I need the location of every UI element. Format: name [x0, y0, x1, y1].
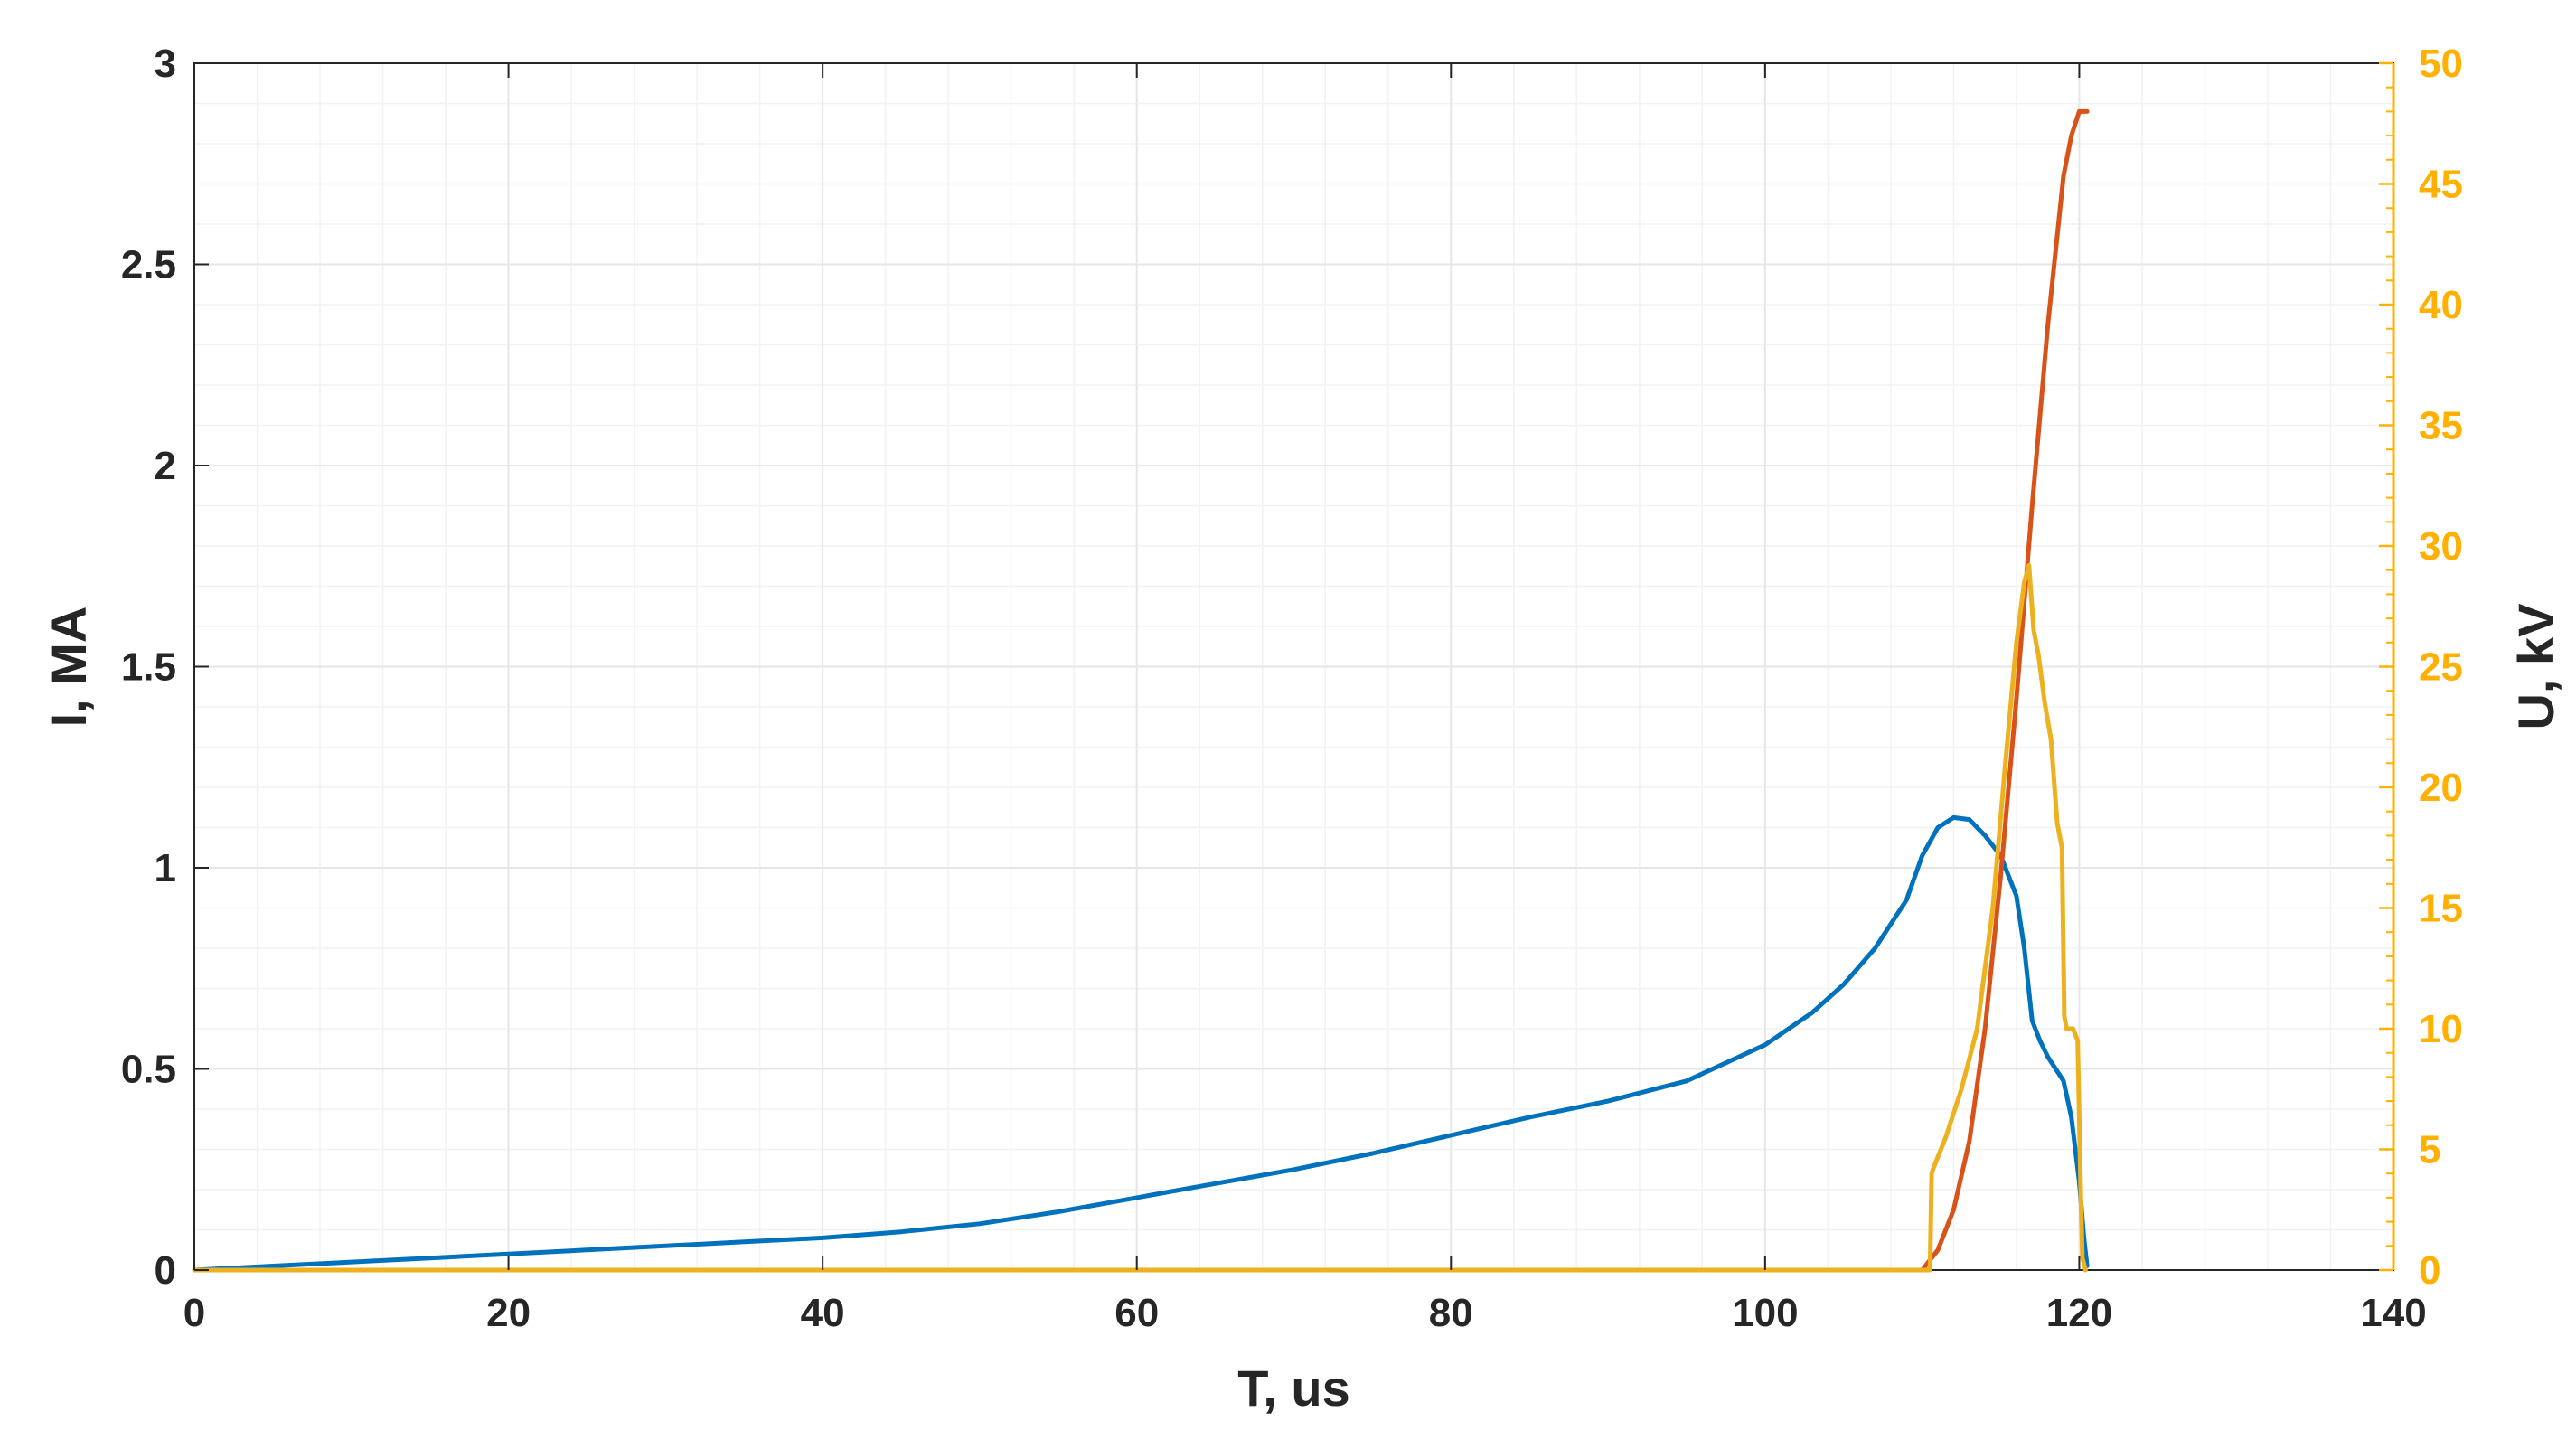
x-tick-label: 40	[801, 1291, 845, 1335]
series-line-1	[192, 814, 2090, 1273]
x-tick-label: 120	[2046, 1291, 2112, 1335]
y-left-tick-label: 2	[155, 444, 176, 488]
x-tick-label: 100	[1732, 1291, 1798, 1335]
series-layer	[192, 108, 2090, 1273]
ticks-layer: 0 20 40 60 80 100 120 140 0 0.5 1 1.5 2 2.5 3	[121, 42, 2427, 1335]
x-tick-label: 80	[1429, 1291, 1473, 1335]
y-right-tick-label: 40	[2419, 283, 2463, 327]
x-axis-label: T, us	[1237, 1360, 1349, 1416]
series-line-2	[1920, 108, 2090, 1273]
y-left-tick-label: 1.5	[121, 645, 176, 690]
y-right-tick-label: 0	[2419, 1248, 2440, 1293]
y-right-tick-label: 10	[2419, 1007, 2463, 1051]
y-axis-left-label: I, MA	[40, 607, 97, 728]
y-right-tick-label: 50	[2419, 42, 2463, 86]
y-right-tick-label: 20	[2419, 766, 2463, 810]
x-tick-label: 0	[183, 1291, 205, 1335]
y-right-tick-label: 45	[2419, 163, 2463, 207]
right-axis: 0 5 10 15 20 25 30 35 40 45 50	[2379, 42, 2463, 1293]
x-tick-label: 140	[2360, 1291, 2426, 1335]
y-left-tick-label: 3	[155, 42, 176, 86]
y-right-tick-label: 30	[2419, 524, 2463, 569]
y-right-tick-label: 5	[2419, 1128, 2440, 1172]
x-tick-label: 20	[486, 1291, 531, 1335]
y-left-tick-label: 2.5	[121, 243, 176, 287]
y-left-tick-label: 0	[155, 1248, 176, 1293]
y-right-tick-label: 35	[2419, 404, 2463, 448]
y-axis-right-label: U, kV	[2507, 603, 2564, 729]
series-line-3	[192, 562, 2088, 1273]
y-right-tick-label: 15	[2419, 887, 2463, 931]
y-left-tick-label: 0.5	[121, 1048, 176, 1092]
y-left-tick-label: 1	[155, 846, 176, 890]
x-tick-label: 60	[1114, 1291, 1159, 1335]
y-right-tick-label: 25	[2419, 645, 2463, 690]
